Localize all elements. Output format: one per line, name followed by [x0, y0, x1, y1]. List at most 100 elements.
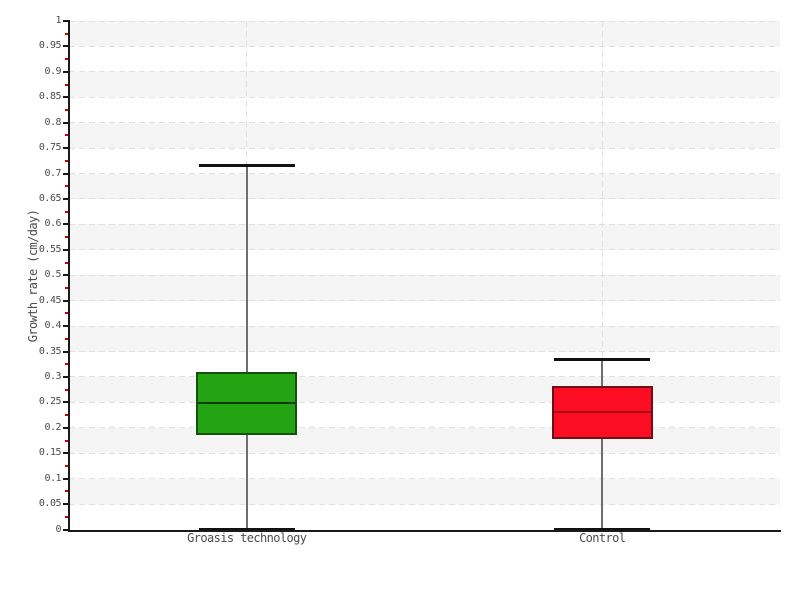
- y-minor-tick: [64, 32, 68, 35]
- y-tick-label: 0: [55, 523, 61, 535]
- y-minor-tick: [64, 337, 68, 340]
- gridline-horizontal: [69, 401, 780, 403]
- y-minor-tick: [64, 388, 68, 391]
- y-minor-tick: [64, 159, 68, 162]
- y-axis-line: [67, 20, 70, 531]
- y-tick-label: 0.95: [38, 40, 62, 52]
- y-tick-label: 0.4: [44, 320, 61, 332]
- y-tick-label: 0.9: [44, 65, 61, 77]
- category-label-control: Control: [579, 531, 626, 545]
- background-band: [69, 376, 780, 403]
- y-major-tick: [63, 45, 68, 48]
- y-major-tick: [63, 299, 68, 302]
- y-major-tick: [63, 477, 68, 480]
- background-band: [69, 21, 780, 47]
- y-tick-label: 0.3: [44, 370, 61, 382]
- y-axis-title: Growth rate (cm/day): [26, 209, 40, 343]
- y-tick-label: 1: [55, 15, 61, 26]
- gridline-horizontal: [69, 274, 780, 276]
- y-tick-label: 0.25: [38, 396, 62, 408]
- plot-area: [69, 20, 780, 531]
- gridline-horizontal: [69, 300, 780, 302]
- whisker-control: [601, 359, 604, 530]
- whisker-groasis-technology: [245, 165, 248, 530]
- background-band: [69, 224, 780, 250]
- y-minor-tick: [64, 490, 68, 493]
- y-major-tick: [63, 528, 68, 531]
- y-tick-label: 0.2: [44, 421, 61, 433]
- gridline-horizontal: [69, 478, 780, 480]
- gridline-horizontal: [69, 376, 780, 378]
- y-major-tick: [63, 70, 68, 73]
- y-minor-tick: [64, 108, 68, 111]
- y-tick-label: 0.8: [44, 116, 61, 128]
- y-tick-label: 0.45: [38, 294, 62, 306]
- gridline-horizontal: [69, 223, 780, 225]
- y-major-tick: [63, 426, 68, 429]
- y-major-tick: [63, 503, 68, 506]
- median-control: [553, 411, 651, 414]
- y-tick-label: 0.35: [38, 345, 62, 357]
- y-tick-label: 0.5: [44, 269, 61, 281]
- y-tick-label: 0.65: [38, 192, 62, 204]
- y-minor-tick: [64, 312, 68, 315]
- background-band: [69, 122, 780, 149]
- y-major-tick: [63, 147, 68, 150]
- gridline-horizontal: [69, 147, 780, 149]
- gridline-horizontal: [69, 173, 780, 175]
- y-minor-tick: [64, 363, 68, 366]
- y-minor-tick: [64, 515, 68, 518]
- y-major-tick: [63, 121, 68, 124]
- y-tick-label: 0.05: [38, 498, 62, 510]
- gridline-horizontal: [69, 427, 780, 429]
- y-minor-tick: [64, 414, 68, 417]
- y-minor-tick: [64, 58, 68, 61]
- gridline-horizontal: [69, 503, 780, 505]
- y-minor-tick: [64, 134, 68, 137]
- y-major-tick: [63, 401, 68, 404]
- y-minor-tick: [64, 236, 68, 239]
- gridline-horizontal: [69, 45, 780, 47]
- gridline-horizontal: [69, 249, 780, 251]
- y-minor-tick: [64, 261, 68, 264]
- whisker-cap-max-control: [554, 357, 651, 361]
- y-minor-tick: [64, 185, 68, 188]
- gridline-horizontal: [69, 198, 780, 200]
- y-major-tick: [63, 375, 68, 378]
- y-major-tick: [63, 197, 68, 200]
- y-major-tick: [63, 325, 68, 328]
- whisker-cap-max-groasis-technology: [198, 164, 295, 168]
- y-major-tick: [63, 452, 68, 455]
- gridline-horizontal: [69, 122, 780, 124]
- y-minor-tick: [64, 464, 68, 467]
- y-major-tick: [63, 248, 68, 251]
- y-major-tick: [63, 96, 68, 99]
- y-tick-label: 0.6: [44, 218, 61, 230]
- y-minor-tick: [64, 210, 68, 213]
- background-band: [69, 326, 780, 352]
- y-minor-tick: [64, 439, 68, 442]
- gridline-horizontal: [69, 96, 780, 98]
- background-band: [69, 275, 780, 301]
- y-minor-tick: [64, 286, 68, 289]
- category-label-groasis-technology: Groasis technology: [187, 531, 307, 545]
- y-tick-label: 0.85: [38, 91, 62, 103]
- background-band: [69, 71, 780, 98]
- background-band: [69, 427, 780, 454]
- y-minor-tick: [64, 83, 68, 86]
- y-tick-label: 0.15: [38, 447, 62, 459]
- background-band: [69, 173, 780, 199]
- y-tick-label: 0.1: [44, 472, 61, 484]
- y-tick-label: 0.55: [38, 243, 62, 255]
- y-major-tick: [63, 223, 68, 226]
- gridline-horizontal: [69, 351, 780, 353]
- median-groasis-technology: [198, 402, 296, 405]
- y-major-tick: [63, 172, 68, 175]
- gridline-vertical-control: [601, 21, 603, 529]
- y-major-tick: [63, 274, 68, 277]
- background-band: [69, 478, 780, 505]
- y-tick-label: 0.7: [44, 167, 61, 179]
- gridline-horizontal: [69, 20, 780, 22]
- x-axis-line: [67, 529, 781, 532]
